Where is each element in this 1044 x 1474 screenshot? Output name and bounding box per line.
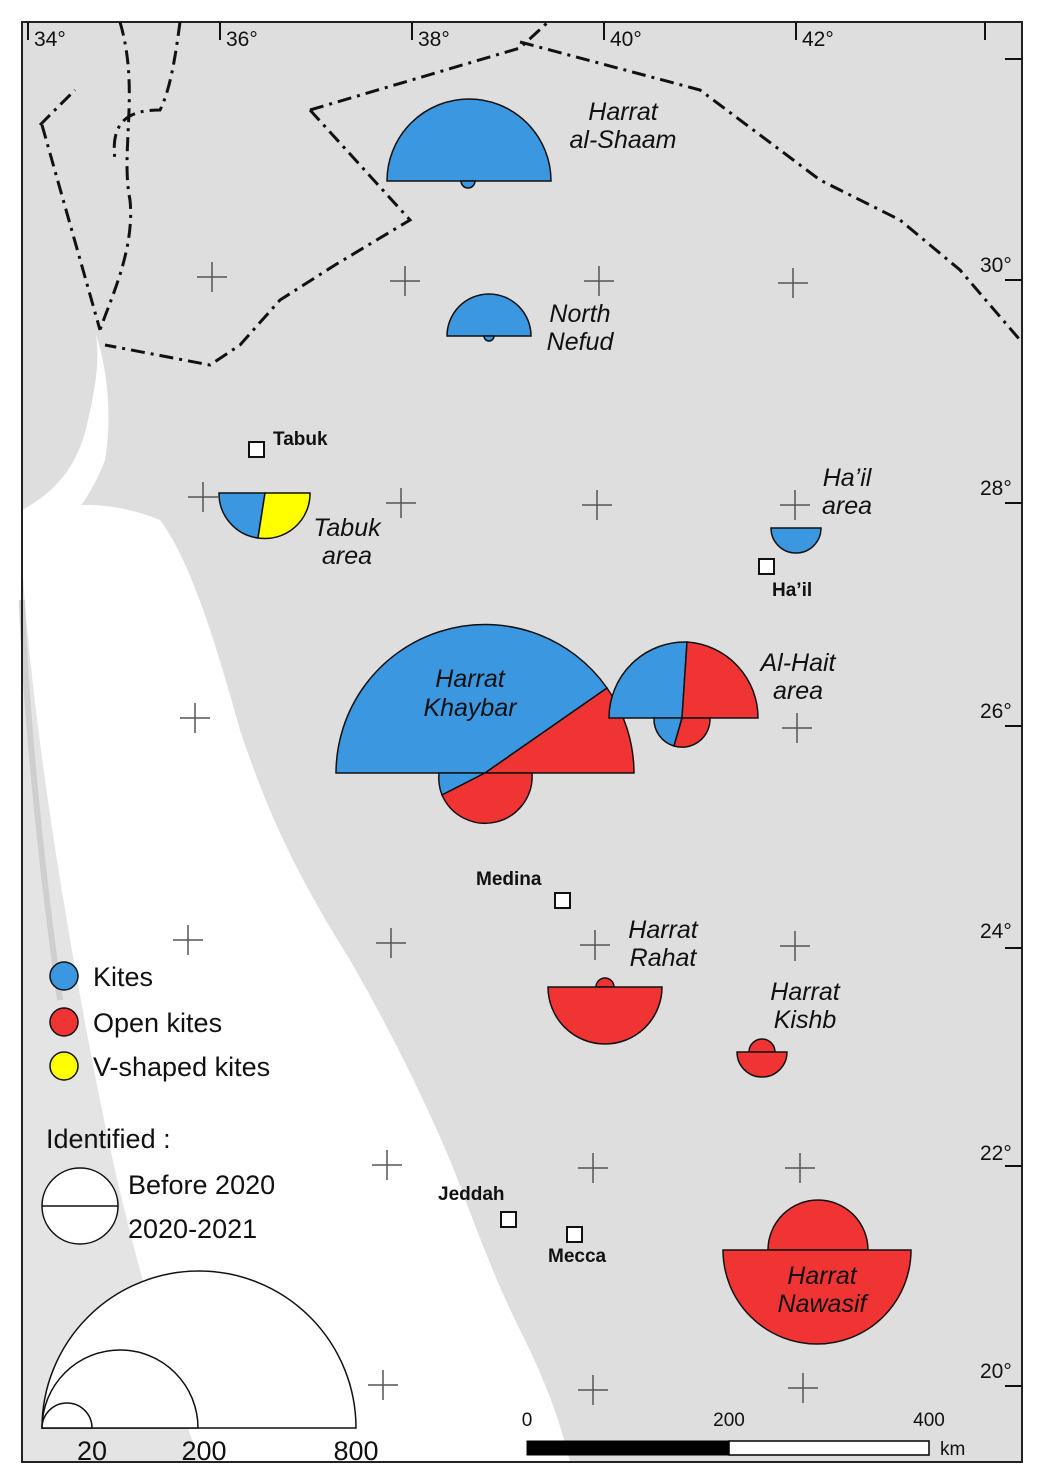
scale-tick-0: 0 bbox=[522, 1410, 533, 1431]
longitude-label-40: 40° bbox=[610, 28, 642, 51]
region-label-harrat-kishb-1: Harrat bbox=[770, 978, 841, 1006]
region-label-harrat-kishb-2: Kishb bbox=[774, 1006, 837, 1034]
region-label-harrat-rahat-2: Rahat bbox=[630, 944, 698, 972]
latitude-label-20: 20° bbox=[980, 1360, 1012, 1383]
city-label-jeddah: Jeddah bbox=[438, 1184, 505, 1205]
frame-ticks bbox=[27, 22, 1022, 1387]
city-label-tabuk: Tabuk bbox=[273, 429, 328, 450]
legend-size-20 bbox=[41, 1402, 93, 1429]
legend-label-2020-2021: 2020-2021 bbox=[128, 1214, 257, 1244]
kite-symbols bbox=[218, 98, 912, 1345]
coast-relief bbox=[19, 599, 63, 1001]
city-marker-mecca bbox=[566, 1226, 583, 1243]
legend-swatch-v-shaped-kites bbox=[49, 1051, 79, 1081]
latitude-label-30: 30° bbox=[980, 254, 1012, 277]
city-marker-hail bbox=[758, 558, 775, 575]
legend-swatch-kites bbox=[49, 961, 79, 991]
region-label-al-hait-area-1: Al-Hait bbox=[758, 649, 836, 677]
latitude-label-28: 28° bbox=[980, 477, 1012, 500]
legend-size-label-200: 200 bbox=[181, 1436, 226, 1466]
gulf-of-aqaba bbox=[22, 335, 109, 560]
region-label-harrat-al-shaam-2: al-Shaam bbox=[570, 126, 677, 154]
legend-label-kites: Kites bbox=[93, 962, 153, 992]
region-label-harrat-khaybar-1: Harrat bbox=[435, 665, 506, 693]
graticule-crosses bbox=[173, 262, 818, 1405]
region-label-al-hait-area-2: area bbox=[773, 677, 823, 705]
symbol-hail-recent bbox=[770, 527, 822, 554]
map-frame bbox=[21, 21, 1023, 1463]
scale-bar: 0 200 400 km bbox=[522, 1410, 966, 1460]
red-sea bbox=[22, 505, 570, 1462]
region-label-tabuk-area-1: Tabuk bbox=[313, 514, 382, 542]
symbol-kishb-recent bbox=[736, 1051, 788, 1078]
longitude-label-34: 34° bbox=[34, 28, 66, 51]
region-label-hail-area-1: Ha’il bbox=[823, 464, 873, 492]
city-marker-medina bbox=[554, 892, 571, 909]
city-markers bbox=[248, 441, 775, 1243]
region-label-north-nefud-2: Nefud bbox=[547, 328, 615, 356]
legend-label-open-kites: Open kites bbox=[93, 1008, 222, 1038]
city-label-mecca: Mecca bbox=[548, 1246, 607, 1267]
symbol-harrat-al-shaam-recent bbox=[460, 180, 476, 189]
legend-size-label-800: 800 bbox=[333, 1436, 378, 1466]
symbol-khaybar-kites-before bbox=[335, 623, 609, 774]
scale-bar-white-segment bbox=[728, 1440, 930, 1456]
region-label-hail-area-2: area bbox=[822, 492, 872, 520]
symbol-north-nefud-recent bbox=[483, 335, 495, 342]
symbol-al-hait-open-recent bbox=[673, 717, 711, 748]
legend-swatch-open-kites bbox=[49, 1007, 79, 1037]
city-label-medina: Medina bbox=[476, 869, 542, 890]
city-label-hail: Ha’il bbox=[772, 580, 812, 601]
symbol-kishb-before bbox=[748, 1038, 776, 1053]
region-label-tabuk-area-2: area bbox=[322, 542, 372, 570]
country-borders bbox=[38, 20, 1022, 367]
symbol-nawasif-recent bbox=[722, 1249, 912, 1345]
symbol-north-nefud-before bbox=[446, 293, 532, 337]
symbol-al-hait-open-before bbox=[681, 641, 759, 719]
longitude-label-38: 38° bbox=[418, 28, 450, 51]
region-label-harrat-nawasif-2: Nawasif bbox=[778, 1290, 870, 1318]
longitude-label-36: 36° bbox=[226, 28, 258, 51]
symbol-tabuk-v-shaped bbox=[257, 492, 311, 540]
latitude-label-24: 24° bbox=[980, 920, 1012, 943]
region-label-harrat-nawasif-1: Harrat bbox=[787, 1262, 858, 1290]
city-marker-tabuk bbox=[248, 441, 265, 458]
symbol-nawasif-before bbox=[767, 1199, 869, 1251]
legend-label-v-shaped-kites: V-shaped kites bbox=[93, 1052, 270, 1082]
symbol-rahat-before bbox=[595, 977, 615, 988]
latitude-label-26: 26° bbox=[980, 700, 1012, 723]
legend-label-before-2020: Before 2020 bbox=[128, 1170, 275, 1200]
legend-size-label-20: 20 bbox=[77, 1436, 107, 1466]
scale-tick-400: 400 bbox=[913, 1410, 945, 1431]
longitude-label-42: 42° bbox=[802, 28, 834, 51]
symbol-harrat-al-shaam-before bbox=[386, 98, 552, 182]
legend: Kites Open kites V-shaped kites Identifi… bbox=[41, 961, 379, 1466]
scale-bar-black-segment bbox=[526, 1440, 730, 1456]
symbol-rahat-recent bbox=[547, 986, 663, 1045]
region-label-harrat-al-shaam-1: Harrat bbox=[588, 98, 659, 126]
scale-tick-200: 200 bbox=[713, 1410, 745, 1431]
symbol-khaybar-open-before bbox=[482, 686, 635, 774]
city-marker-jeddah bbox=[500, 1211, 517, 1228]
legend-identified-title: Identified : bbox=[46, 1124, 171, 1154]
region-label-north-nefud-1: North bbox=[549, 300, 610, 328]
latitude-label-22: 22° bbox=[980, 1142, 1012, 1165]
scale-unit: km bbox=[940, 1439, 965, 1460]
region-label-harrat-khaybar-2: Khaybar bbox=[423, 694, 518, 722]
symbol-al-hait-kites-before bbox=[608, 641, 688, 719]
symbol-khaybar-open-recent bbox=[441, 772, 533, 825]
region-label-harrat-rahat-1: Harrat bbox=[628, 916, 699, 944]
